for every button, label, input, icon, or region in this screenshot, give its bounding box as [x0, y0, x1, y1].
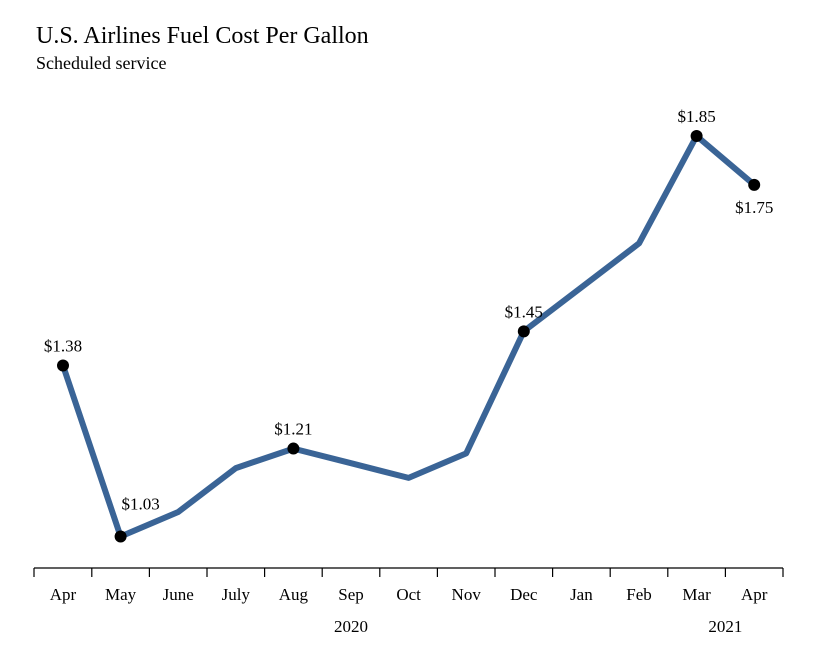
x-tick-label: Apr [50, 585, 77, 604]
x-tick-label: Jan [570, 585, 593, 604]
x-tick-label: Dec [510, 585, 538, 604]
data-label: $1.21 [274, 420, 312, 439]
x-tick-label: Aug [279, 585, 309, 604]
data-point-marker [287, 442, 300, 455]
x-tick-label: Feb [626, 585, 652, 604]
chart-title: U.S. Airlines Fuel Cost Per Gallon [36, 23, 369, 49]
fuel-cost-series-line [60, 133, 758, 540]
x-tick-label: July [222, 585, 251, 604]
x-tick-label: Sep [338, 585, 364, 604]
data-label: $1.75 [735, 198, 773, 217]
x-tick-label: June [163, 585, 194, 604]
year-label: 2020 [334, 617, 368, 636]
year-label: 2021 [708, 617, 742, 636]
data-label: $1.45 [505, 302, 543, 321]
data-point-marker [57, 359, 69, 372]
x-tick-label: Nov [452, 585, 482, 604]
x-tick-label: Oct [396, 585, 421, 604]
data-point-marker [517, 325, 530, 338]
chart-subtitle: Scheduled service [36, 53, 167, 73]
x-tick-label: Apr [741, 585, 768, 604]
data-label: $1.38 [44, 337, 82, 356]
data-label: $1.85 [677, 107, 715, 126]
x-tick-label: Mar [682, 585, 711, 604]
data-label: $1.03 [121, 494, 159, 513]
data-point-marker [748, 178, 761, 191]
x-tick-label: May [105, 585, 137, 604]
data-point-marker [690, 130, 703, 142]
data-point-marker [114, 530, 127, 543]
